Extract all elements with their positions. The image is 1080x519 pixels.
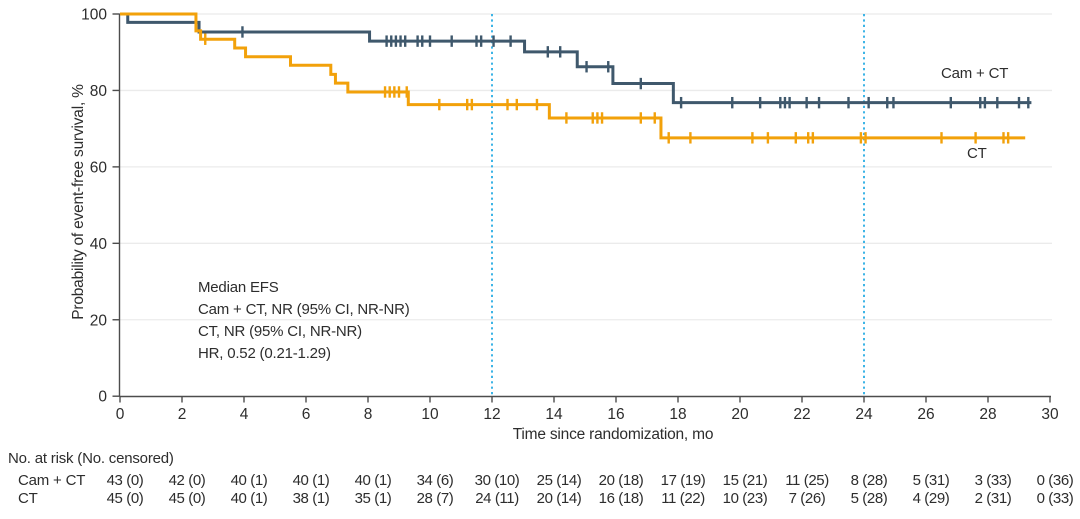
risk-cell: 25 (14): [536, 472, 582, 489]
risk-cell: 40 (1): [354, 472, 392, 489]
x-tick-label: 4: [240, 406, 249, 423]
km-curve-cam-ct: [120, 12, 1032, 105]
annotation-line: CT, NR (95% CI, NR-NR): [198, 323, 362, 340]
y-tick-label: 60: [90, 159, 108, 176]
y-tick-label: 20: [90, 312, 108, 329]
risk-cell: 0 (36): [1036, 472, 1074, 489]
risk-cell: 40 (1): [230, 472, 268, 489]
y-axis-title: Probability of event-free survival, %: [70, 84, 87, 320]
risk-cell: 5 (31): [912, 472, 950, 489]
risk-cell: 43 (0): [106, 472, 144, 489]
risk-cell: 3 (33): [974, 472, 1012, 489]
risk-cell: 2 (31): [974, 490, 1012, 507]
risk-cell: 42 (0): [168, 472, 206, 489]
km-curve-ct: [120, 12, 1026, 140]
x-tick-label: 26: [917, 406, 934, 423]
median-efs-annotation: Median EFS Cam + CT, NR (95% CI, NR-NR) CT…: [198, 277, 410, 365]
x-tick-label: 8: [364, 406, 373, 423]
risk-cell: 5 (28): [850, 490, 888, 507]
x-tick-label: 6: [302, 406, 311, 423]
risk-cell: 11 (25): [785, 472, 829, 489]
risk-cell: 15 (21): [722, 472, 768, 489]
curve-label-cam-ct: Cam + CT: [941, 65, 1009, 82]
curve-label-ct: CT: [967, 145, 987, 162]
risk-cell: 4 (29): [912, 490, 950, 507]
risk-cell: 38 (1): [292, 490, 330, 507]
risk-cell: 24 (11): [475, 490, 519, 507]
y-tick-label: 80: [90, 83, 108, 100]
x-tick-label: 0: [116, 406, 125, 423]
x-tick-label: 30: [1041, 406, 1059, 423]
risk-cell: 20 (14): [536, 490, 582, 507]
x-tick-label: 20: [731, 406, 749, 423]
risk-table-title: No. at risk (No. censored): [8, 450, 174, 467]
x-tick-label: 24: [855, 406, 873, 423]
risk-cell: 11 (22): [661, 490, 705, 507]
risk-cell: 40 (1): [292, 472, 330, 489]
risk-cell: 17 (19): [660, 472, 706, 489]
risk-cell: 30 (10): [474, 472, 520, 489]
risk-cell: 20 (18): [598, 472, 644, 489]
x-tick-label: 22: [793, 406, 810, 423]
x-tick-label: 18: [669, 406, 686, 423]
x-axis-title: Time since randomization, mo: [512, 426, 714, 443]
x-tick-label: 10: [421, 406, 439, 423]
annotation-line: Median EFS: [198, 279, 279, 296]
risk-cell: 40 (1): [230, 490, 268, 507]
risk-cell: 35 (1): [354, 490, 392, 507]
x-tick-label: 28: [979, 406, 996, 423]
risk-cell: 34 (6): [416, 472, 454, 489]
y-tick-label: 0: [98, 389, 107, 406]
y-tick-label: 40: [90, 236, 108, 253]
annotation-line: Cam + CT, NR (95% CI, NR-NR): [198, 301, 410, 318]
risk-cell: 45 (0): [106, 490, 144, 507]
annotation-line: HR, 0.52 (0.21-1.29): [198, 345, 331, 362]
risk-cell: 10 (23): [722, 490, 768, 507]
risk-cell: 0 (33): [1036, 490, 1074, 507]
risk-cell: 8 (28): [850, 472, 888, 489]
risk-cell: 28 (7): [416, 490, 454, 507]
risk-row-label: Cam + CT: [18, 472, 86, 489]
risk-cell: 7 (26): [788, 490, 826, 507]
y-tick-label: 100: [81, 7, 107, 24]
risk-cell: 16 (18): [598, 490, 644, 507]
risk-cell: 45 (0): [168, 490, 206, 507]
x-tick-label: 16: [607, 406, 624, 423]
x-tick-label: 12: [483, 406, 500, 423]
x-tick-label: 14: [545, 406, 563, 423]
x-tick-label: 2: [178, 406, 187, 423]
risk-row-label: CT: [18, 490, 38, 507]
